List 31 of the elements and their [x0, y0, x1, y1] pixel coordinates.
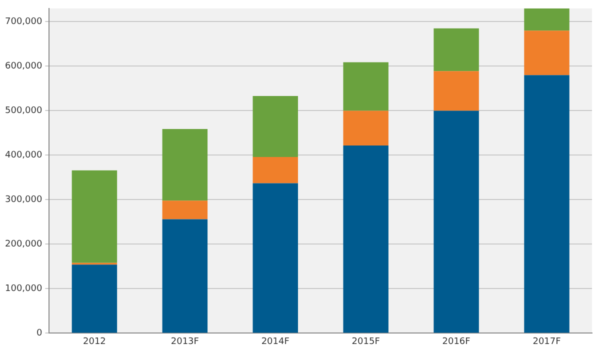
bar [524, 75, 570, 333]
bar [343, 62, 388, 111]
bar [252, 183, 298, 333]
y-tick-label: 300,000 [5, 195, 42, 206]
x-tick-label: 2013F [170, 336, 199, 347]
y-tick-label: 700,000 [5, 17, 42, 28]
bar [434, 71, 479, 111]
x-tick-label: 2016F [442, 336, 470, 347]
x-tick-label: 2014F [261, 336, 290, 347]
y-tick-label: 600,000 [5, 62, 42, 72]
y-tick-label: 500,000 [5, 106, 42, 116]
x-tick-label: 2015F [352, 336, 380, 347]
bar [343, 145, 388, 333]
bar [434, 110, 479, 333]
bar [524, 8, 570, 31]
bar [162, 219, 208, 333]
x-tick-label: 2012 [82, 336, 106, 347]
y-tick-label: 0 [36, 328, 42, 339]
x-tick-label: 2017F [532, 336, 561, 347]
bar [162, 128, 208, 201]
bar [524, 30, 570, 76]
bar [72, 264, 118, 333]
bar [252, 96, 298, 158]
y-tick-label: 100,000 [5, 284, 42, 294]
bar [434, 28, 479, 72]
bar [72, 170, 118, 263]
bar [252, 157, 298, 184]
bar [162, 200, 208, 220]
bar [343, 110, 388, 146]
y-tick-label: 400,000 [5, 150, 42, 161]
y-tick-label: 200,000 [5, 240, 42, 250]
